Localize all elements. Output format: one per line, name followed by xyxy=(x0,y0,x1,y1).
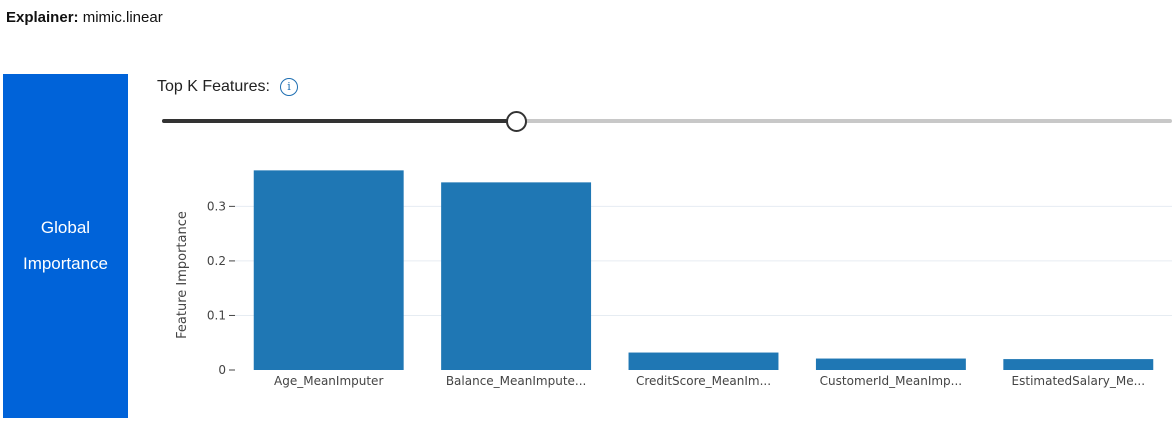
y-tick-label: 0.1 xyxy=(207,308,226,322)
x-tick-label: CreditScore_MeanIm... xyxy=(636,374,771,388)
explainer-value: mimic.linear xyxy=(78,9,163,26)
y-tick-label: 0 xyxy=(218,363,226,377)
explainer-heading: Explainer: mimic.linear xyxy=(6,9,163,26)
x-tick-label: CustomerId_MeanImp... xyxy=(820,374,962,388)
bar xyxy=(1003,359,1154,370)
top-k-slider[interactable] xyxy=(162,110,1172,132)
bar xyxy=(815,358,966,370)
bar xyxy=(628,352,779,370)
explainer-label: Explainer: xyxy=(6,9,79,26)
top-k-features-control: Top K Features: i xyxy=(157,78,298,96)
bar xyxy=(441,182,592,370)
bar xyxy=(253,170,404,370)
global-importance-label-line2: Importance xyxy=(22,254,109,273)
x-tick-label: EstimatedSalary_Me... xyxy=(1012,374,1146,388)
global-importance-tab[interactable]: Global Importance xyxy=(3,74,128,418)
slider-thumb[interactable] xyxy=(506,111,527,132)
y-axis-title: Feature Importance xyxy=(175,211,190,339)
x-tick-label: Balance_MeanImpute... xyxy=(446,374,587,388)
slider-track[interactable] xyxy=(162,119,1172,123)
global-importance-label-line1: Global xyxy=(40,218,91,237)
feature-importance-chart: 0 0.1 0.2 0.3 Age_MeanImputer Balance_MeanImp… xyxy=(175,170,1172,388)
x-tick-label: Age_MeanImputer xyxy=(274,374,383,388)
y-tick-label: 0.2 xyxy=(207,254,226,268)
global-importance-label: Global Importance xyxy=(21,210,111,282)
top-k-features-label: Top K Features: xyxy=(157,78,270,95)
info-icon[interactable]: i xyxy=(279,78,298,96)
slider-fill xyxy=(162,119,516,123)
y-tick-label: 0.3 xyxy=(207,199,226,213)
